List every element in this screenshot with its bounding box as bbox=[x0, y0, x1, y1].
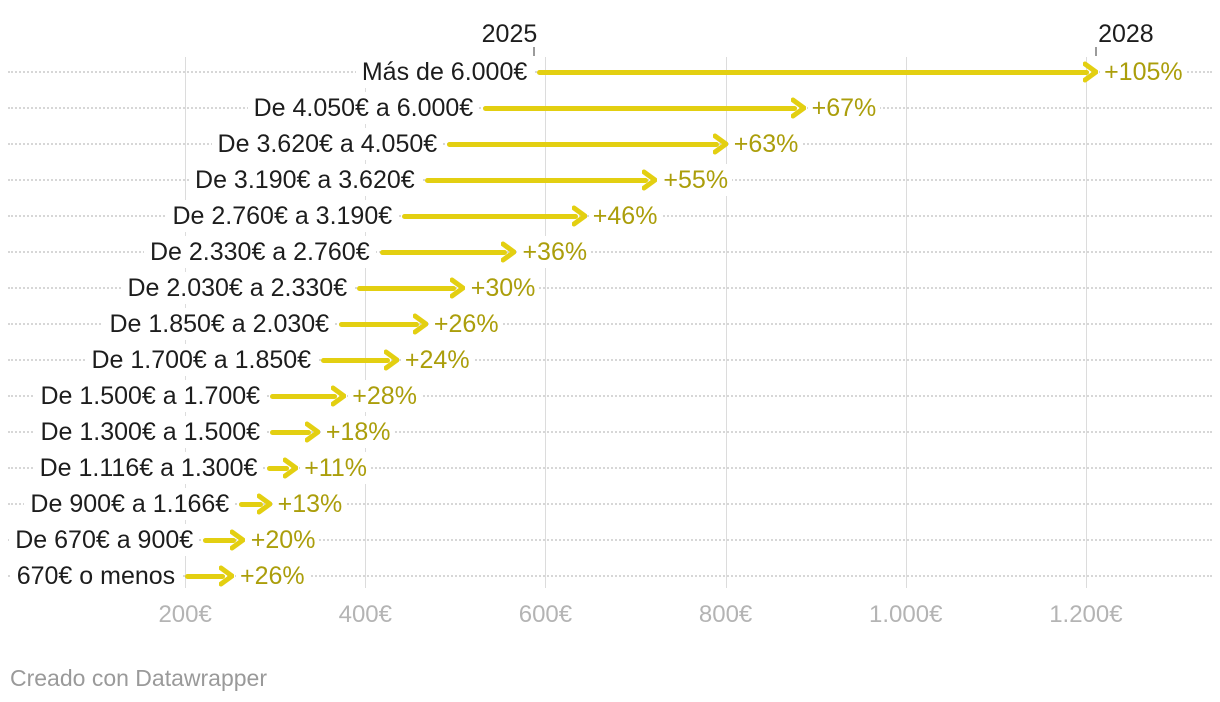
arrow-shaft bbox=[447, 142, 719, 147]
category-label: Más de 6.000€ bbox=[355, 56, 534, 88]
category-label: De 3.620€ a 4.050€ bbox=[211, 128, 444, 160]
datawrapper-attribution-link[interactable]: Creado con Datawrapper bbox=[10, 665, 267, 691]
row-leader-dotted-line bbox=[8, 431, 1212, 433]
change-percentage-label: +28% bbox=[348, 380, 421, 412]
category-label: De 2.760€ a 3.190€ bbox=[166, 200, 399, 232]
arrow-head-icon bbox=[229, 529, 246, 556]
change-percentage-label: +67% bbox=[807, 92, 881, 124]
x-axis-tick-label: 200€ bbox=[158, 601, 212, 628]
start-year-tick bbox=[533, 47, 536, 56]
category-label: De 1.850€ a 2.030€ bbox=[103, 308, 336, 340]
category-label: 670€ o menos bbox=[10, 560, 182, 592]
row-leader-dotted-line bbox=[8, 575, 1212, 577]
change-percentage-label: +24% bbox=[400, 344, 474, 376]
arrow-shaft bbox=[185, 574, 225, 579]
x-gridline bbox=[725, 57, 727, 588]
arrow-head-icon bbox=[330, 385, 347, 412]
column-header-start-year: 2025 bbox=[481, 20, 538, 48]
arrow-head-icon bbox=[790, 97, 807, 124]
category-label: De 1.300€ a 1.500€ bbox=[34, 416, 267, 448]
arrow-shaft bbox=[267, 466, 290, 471]
arrow-head-icon bbox=[218, 565, 235, 592]
arrow-shaft bbox=[424, 178, 649, 183]
category-label: De 1.500€ a 1.700€ bbox=[34, 380, 267, 412]
arrow-shaft bbox=[270, 394, 338, 399]
change-percentage-label: +46% bbox=[588, 200, 662, 232]
change-percentage-label: +105% bbox=[1100, 56, 1187, 88]
row-leader-dotted-line bbox=[8, 395, 1212, 397]
arrow-head-icon bbox=[256, 493, 273, 520]
row-leader-dotted-line bbox=[8, 287, 1212, 289]
arrow-shaft bbox=[239, 502, 263, 507]
category-label: De 1.116€ a 1.300€ bbox=[33, 452, 264, 484]
x-gridline bbox=[1085, 57, 1087, 588]
arrow-shaft bbox=[483, 106, 797, 111]
change-percentage-label: +11% bbox=[300, 452, 371, 484]
change-percentage-label: +30% bbox=[466, 272, 540, 304]
change-percentage-label: +26% bbox=[235, 560, 309, 592]
arrow-shaft bbox=[537, 70, 1090, 75]
arrow-head-icon bbox=[449, 277, 466, 304]
arrow-head-icon bbox=[571, 205, 588, 232]
x-axis-tick-label: 1.000€ bbox=[869, 601, 943, 628]
change-percentage-label: +18% bbox=[321, 416, 395, 448]
change-percentage-label: +63% bbox=[729, 128, 803, 160]
row-leader-dotted-line bbox=[8, 539, 1212, 541]
column-header-end-year: 2028 bbox=[1098, 20, 1154, 48]
x-gridline bbox=[545, 57, 547, 588]
arrow-shaft bbox=[270, 430, 311, 435]
row-leader-dotted-line bbox=[8, 503, 1212, 505]
arrow-shaft bbox=[402, 214, 578, 219]
change-percentage-label: +26% bbox=[429, 308, 503, 340]
x-axis-tick-label: 1.200€ bbox=[1049, 601, 1123, 628]
arrow-head-icon bbox=[712, 133, 729, 160]
change-percentage-label: +36% bbox=[518, 236, 592, 268]
row-leader-dotted-line bbox=[8, 467, 1212, 469]
arrow-head-icon bbox=[412, 313, 429, 340]
x-axis-tick-label: 800€ bbox=[698, 601, 753, 628]
row-leader-dotted-line bbox=[8, 251, 1212, 253]
category-label: De 1.700€ a 1.850€ bbox=[85, 344, 318, 376]
category-label: De 3.190€ a 3.620€ bbox=[189, 164, 421, 196]
category-label: De 2.030€ a 2.330€ bbox=[121, 272, 354, 304]
arrow-shaft bbox=[379, 250, 508, 255]
category-label: De 2.330€ a 2.760€ bbox=[143, 236, 376, 268]
end-year-tick bbox=[1095, 47, 1098, 56]
arrow-shaft bbox=[357, 286, 456, 291]
arrow-shaft bbox=[339, 322, 419, 327]
category-label: De 4.050€ a 6.000€ bbox=[247, 92, 480, 124]
x-gridline bbox=[905, 57, 907, 588]
arrow-shaft bbox=[203, 538, 236, 543]
arrow-head-icon bbox=[282, 457, 299, 484]
row-leader-dotted-line bbox=[8, 323, 1212, 325]
row-leader-dotted-line bbox=[8, 359, 1212, 361]
arrow-head-icon bbox=[1082, 61, 1099, 88]
arrow-head-icon bbox=[304, 421, 321, 448]
change-percentage-label: +13% bbox=[273, 488, 347, 520]
change-percentage-label: +20% bbox=[246, 524, 320, 556]
arrow-head-icon bbox=[383, 349, 400, 376]
category-label: De 900€ a 1.166€ bbox=[24, 488, 236, 520]
x-axis-tick-label: 600€ bbox=[518, 601, 573, 628]
x-axis-tick-label: 400€ bbox=[338, 601, 392, 628]
change-percentage-label: +55% bbox=[659, 164, 733, 196]
arrow-head-icon bbox=[500, 241, 517, 268]
arrow-head-icon bbox=[641, 169, 658, 196]
arrow-shaft bbox=[321, 358, 390, 363]
category-label: De 670€ a 900€ bbox=[9, 524, 200, 556]
